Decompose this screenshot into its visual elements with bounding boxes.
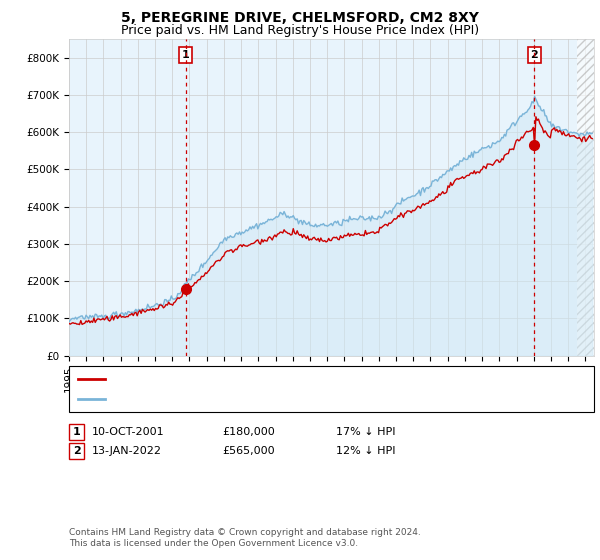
Bar	[577, 39, 594, 356]
Text: 5, PEREGRINE DRIVE, CHELMSFORD, CM2 8XY: 5, PEREGRINE DRIVE, CHELMSFORD, CM2 8XY	[121, 11, 479, 25]
Text: 17% ↓ HPI: 17% ↓ HPI	[336, 427, 395, 437]
Text: 5, PEREGRINE DRIVE, CHELMSFORD, CM2 8XY (detached house): 5, PEREGRINE DRIVE, CHELMSFORD, CM2 8XY …	[109, 374, 443, 384]
Text: HPI: Average price, detached house, Chelmsford: HPI: Average price, detached house, Chel…	[109, 394, 362, 404]
Text: 2: 2	[530, 50, 538, 60]
Text: 13-JAN-2022: 13-JAN-2022	[92, 446, 162, 456]
Text: 1: 1	[73, 427, 80, 437]
Text: 1: 1	[182, 50, 190, 60]
Text: 2: 2	[73, 446, 80, 456]
Text: 10-OCT-2001: 10-OCT-2001	[92, 427, 164, 437]
Text: £180,000: £180,000	[222, 427, 275, 437]
Text: £565,000: £565,000	[222, 446, 275, 456]
Text: Price paid vs. HM Land Registry's House Price Index (HPI): Price paid vs. HM Land Registry's House …	[121, 24, 479, 36]
Text: Contains HM Land Registry data © Crown copyright and database right 2024.
This d: Contains HM Land Registry data © Crown c…	[69, 528, 421, 548]
Text: 12% ↓ HPI: 12% ↓ HPI	[336, 446, 395, 456]
